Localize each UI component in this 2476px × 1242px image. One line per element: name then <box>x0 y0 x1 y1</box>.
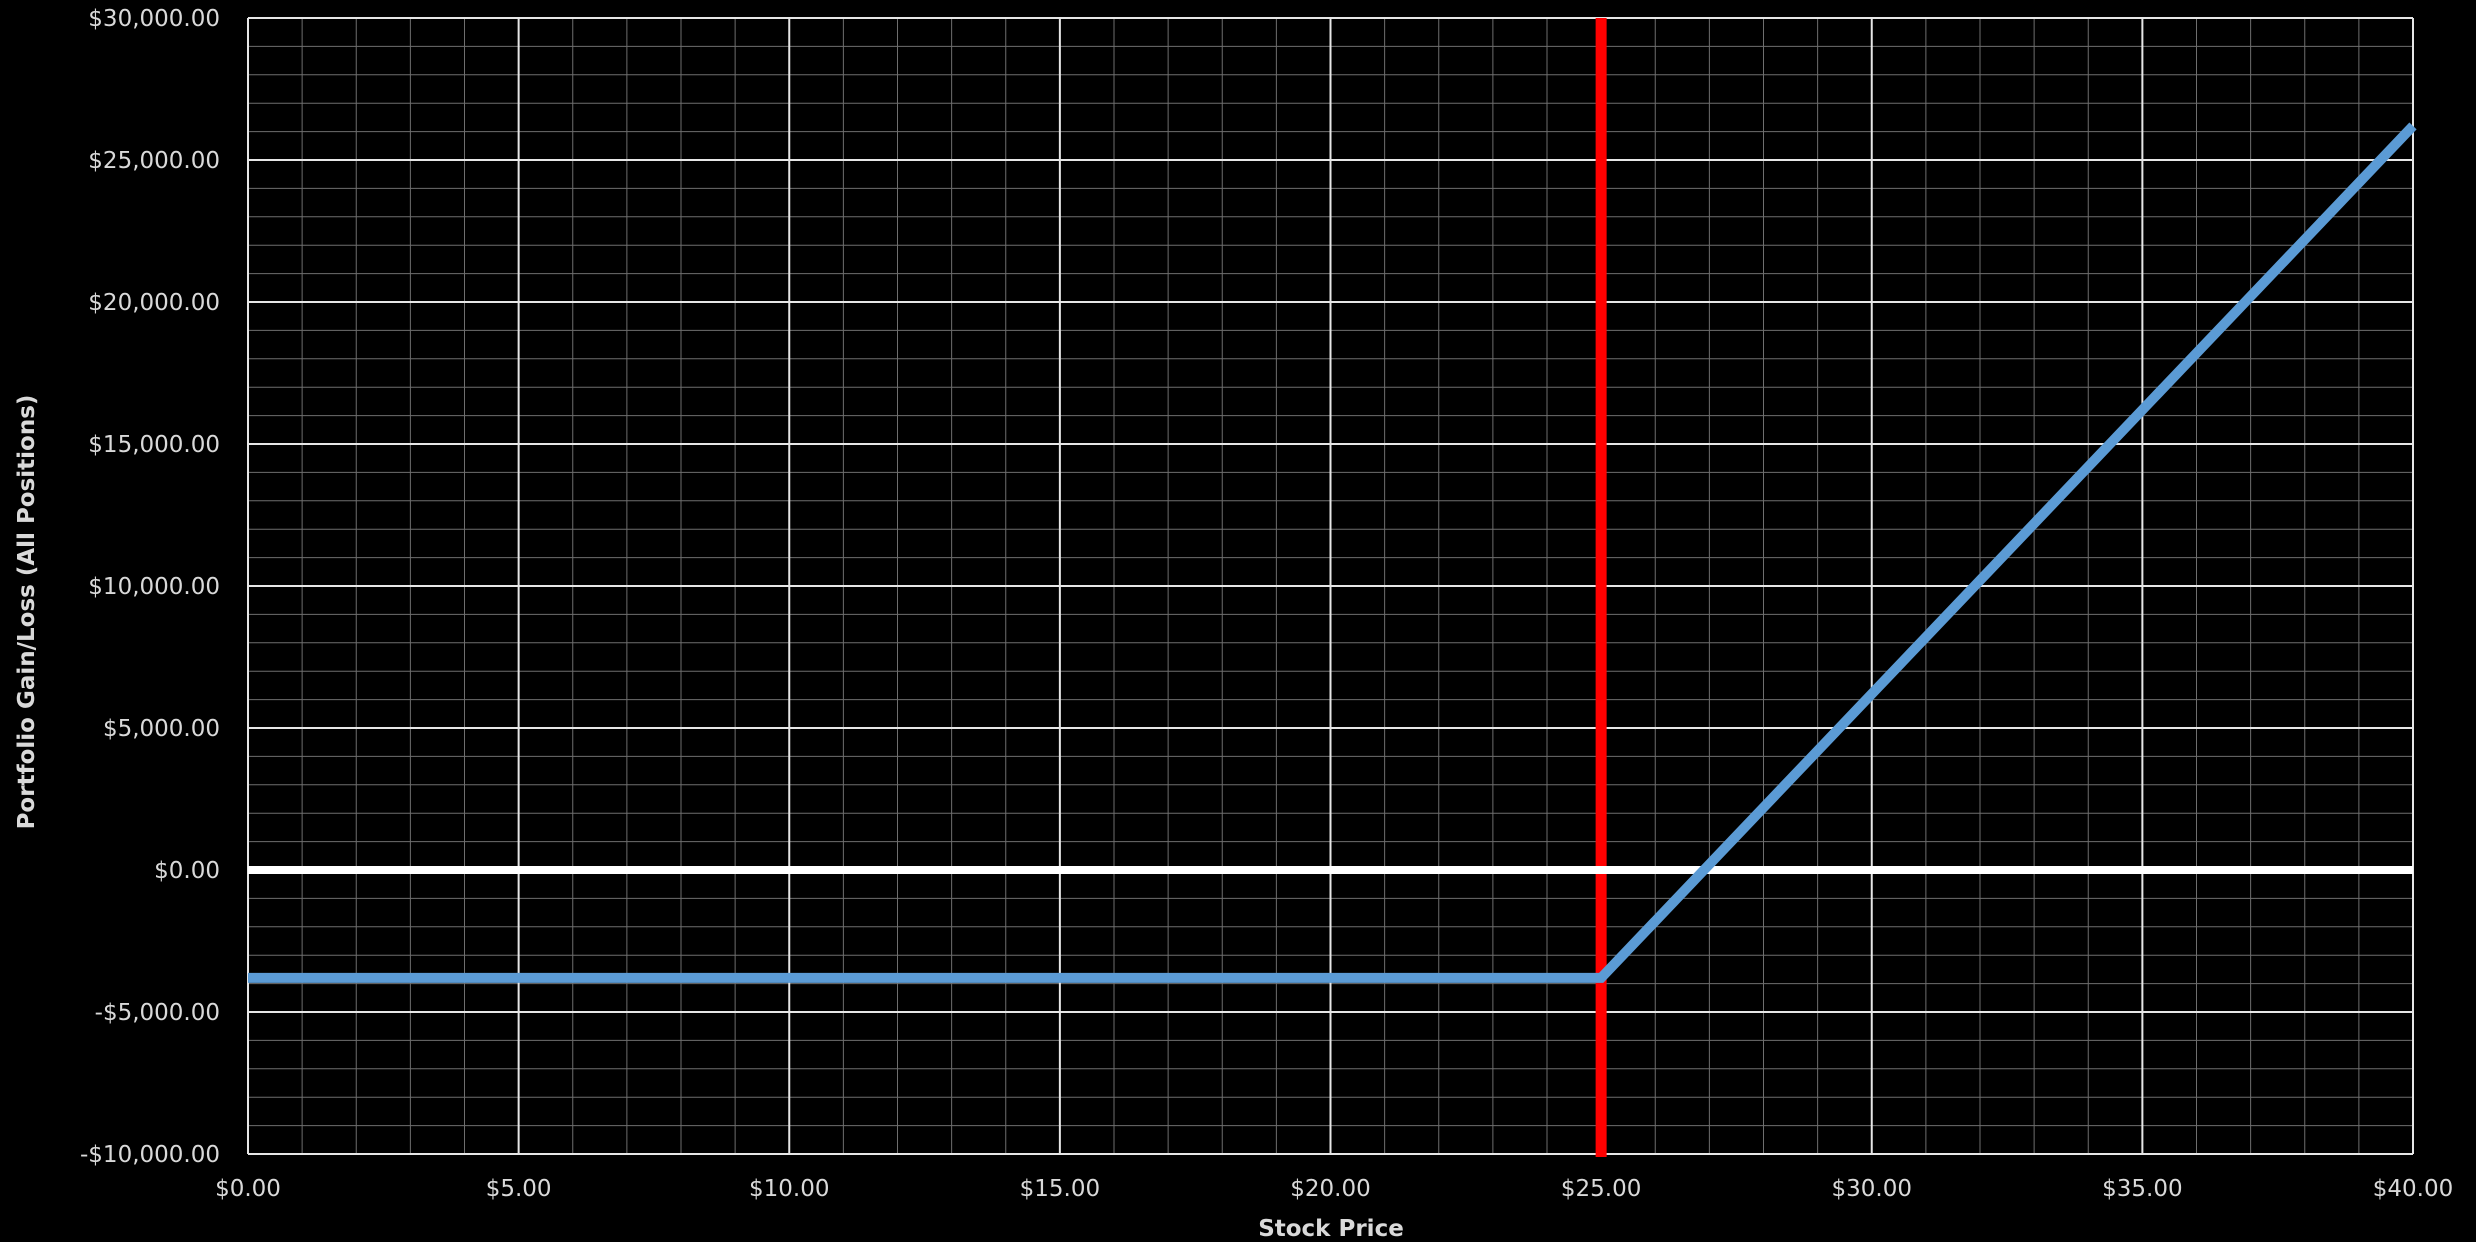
y-tick-label: $10,000.00 <box>88 574 220 600</box>
x-tick-label: $25.00 <box>1561 1176 1641 1202</box>
y-axis-title: Portfolio Gain/Loss (All Positions) <box>14 395 40 830</box>
y-tick-label: $25,000.00 <box>88 148 220 174</box>
x-tick-label: $35.00 <box>2102 1176 2182 1202</box>
x-tick-label: $15.00 <box>1020 1176 1100 1202</box>
major-grid <box>247 17 2414 1155</box>
y-tick-label: $30,000.00 <box>88 6 220 32</box>
x-tick-label: $40.00 <box>2373 1176 2453 1202</box>
x-tick-label: $30.00 <box>1832 1176 1912 1202</box>
y-tick-label: $15,000.00 <box>88 432 220 458</box>
x-tick-labels: $0.00 $5.00 $10.00 $15.00 $20.00 $25.00 $30.00… <box>215 1176 2453 1202</box>
reference-lines <box>248 18 2413 1157</box>
x-tick-label: $5.00 <box>486 1176 552 1202</box>
x-tick-label: $0.00 <box>215 1176 281 1202</box>
series-layer <box>248 122 2417 983</box>
y-tick-label: $0.00 <box>154 858 220 884</box>
y-tick-label: -$5,000.00 <box>95 1000 220 1026</box>
y-tick-label: $5,000.00 <box>103 716 220 742</box>
x-tick-label: $20.00 <box>1290 1176 1370 1202</box>
x-axis-title: Stock Price <box>1258 1216 1404 1242</box>
x-tick-label: $10.00 <box>749 1176 829 1202</box>
y-tick-label: -$10,000.00 <box>80 1142 220 1168</box>
y-tick-labels: -$10,000.00 -$5,000.00 $0.00 $5,000.00 $10,0… <box>80 6 220 1168</box>
y-tick-label: $20,000.00 <box>88 290 220 316</box>
series-line-0 <box>248 122 2417 983</box>
